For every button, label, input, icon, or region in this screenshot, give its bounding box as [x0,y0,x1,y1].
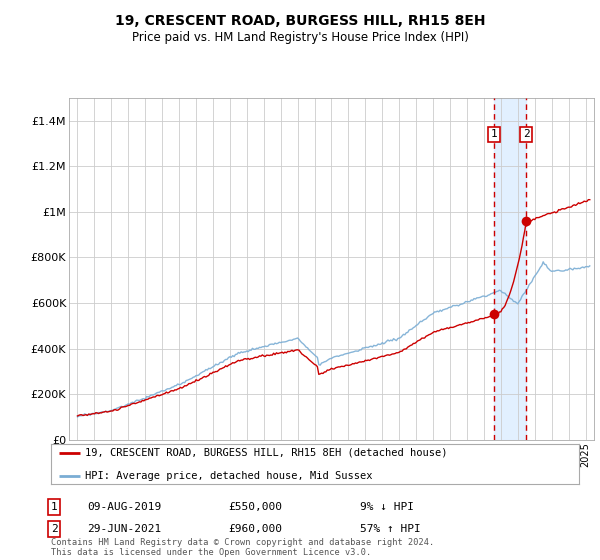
Text: 57% ↑ HPI: 57% ↑ HPI [360,524,421,534]
Text: 1: 1 [491,129,497,139]
Text: 19, CRESCENT ROAD, BURGESS HILL, RH15 8EH (detached house): 19, CRESCENT ROAD, BURGESS HILL, RH15 8E… [85,448,448,458]
Text: 29-JUN-2021: 29-JUN-2021 [87,524,161,534]
Text: Price paid vs. HM Land Registry's House Price Index (HPI): Price paid vs. HM Land Registry's House … [131,31,469,44]
Text: 09-AUG-2019: 09-AUG-2019 [87,502,161,512]
Bar [494,98,526,440]
Text: Contains HM Land Registry data © Crown copyright and database right 2024.
This d: Contains HM Land Registry data © Crown c… [51,538,434,557]
Text: 1: 1 [50,502,58,512]
Text: 2: 2 [50,524,58,534]
Text: £550,000: £550,000 [228,502,282,512]
Text: 2: 2 [523,129,530,139]
Text: HPI: Average price, detached house, Mid Sussex: HPI: Average price, detached house, Mid … [85,470,373,480]
Text: 19, CRESCENT ROAD, BURGESS HILL, RH15 8EH: 19, CRESCENT ROAD, BURGESS HILL, RH15 8E… [115,14,485,28]
Text: £960,000: £960,000 [228,524,282,534]
Text: 9% ↓ HPI: 9% ↓ HPI [360,502,414,512]
